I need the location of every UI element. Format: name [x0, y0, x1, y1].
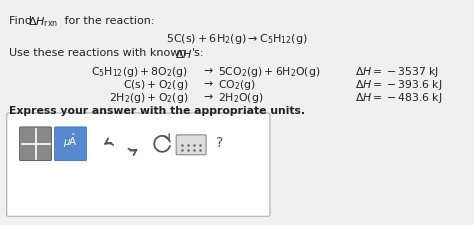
Text: $\Delta H$: $\Delta H$ [175, 48, 193, 60]
Text: for the reaction:: for the reaction: [61, 16, 154, 26]
Text: ?: ? [217, 136, 224, 150]
FancyBboxPatch shape [55, 127, 86, 161]
Text: $\Delta H = -483.6\ {\rm kJ}$: $\Delta H = -483.6\ {\rm kJ}$ [355, 91, 442, 105]
Text: ${\rm C_5H_{12}(g)} + 8{\rm O_2(g)}$: ${\rm C_5H_{12}(g)} + 8{\rm O_2(g)}$ [91, 65, 188, 79]
FancyBboxPatch shape [19, 127, 52, 161]
FancyBboxPatch shape [176, 135, 206, 155]
Text: $\Delta H = -393.6\ {\rm kJ}$: $\Delta H = -393.6\ {\rm kJ}$ [355, 78, 442, 92]
Text: $5{\rm C(s)} + 6{\rm H}_2{\rm (g)} \rightarrow {\rm C}_5{\rm H}_{12}{\rm (g)}$: $5{\rm C(s)} + 6{\rm H}_2{\rm (g)} \righ… [166, 32, 308, 45]
Text: $\rightarrow$: $\rightarrow$ [201, 65, 213, 75]
Text: $\Delta H = -3537\ {\rm kJ}$: $\Delta H = -3537\ {\rm kJ}$ [355, 65, 438, 79]
Text: $\mu\!\hat{\rm A}$: $\mu\!\hat{\rm A}$ [64, 132, 78, 150]
Text: $\Delta H_{\rm rxn}$: $\Delta H_{\rm rxn}$ [27, 16, 58, 29]
Text: $2{\rm H_2(g)} + {\rm O_2(g)}$: $2{\rm H_2(g)} + {\rm O_2(g)}$ [109, 91, 188, 105]
Text: $2{\rm H_2O(g)}$: $2{\rm H_2O(g)}$ [218, 91, 264, 105]
Text: $\rightarrow$: $\rightarrow$ [201, 91, 213, 101]
Text: 's:: 's: [192, 48, 205, 58]
Text: ${\rm CO_2(g)}$: ${\rm CO_2(g)}$ [218, 78, 256, 92]
Text: Find: Find [9, 16, 35, 26]
Text: ${\rm C(s)} + {\rm O_2(g)}$: ${\rm C(s)} + {\rm O_2(g)}$ [123, 78, 188, 92]
Text: Use these reactions with known: Use these reactions with known [9, 48, 190, 58]
FancyBboxPatch shape [7, 113, 270, 216]
Text: $\rightarrow$: $\rightarrow$ [201, 78, 213, 88]
Text: $5{\rm CO_2(g)} + 6{\rm H_2O(g)}$: $5{\rm CO_2(g)} + 6{\rm H_2O(g)}$ [218, 65, 320, 79]
Text: Express your answer with the appropriate units.: Express your answer with the appropriate… [9, 106, 305, 116]
